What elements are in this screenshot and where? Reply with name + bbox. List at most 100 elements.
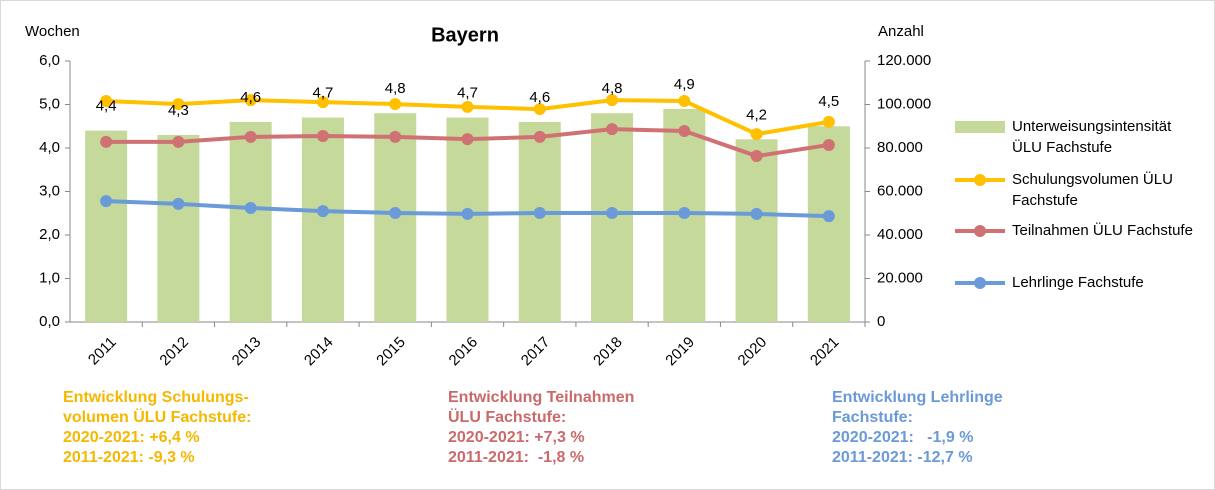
annotation: Entwicklung Lehrlinge — [832, 389, 1003, 406]
data-label: 4,5 — [818, 93, 839, 110]
marker — [533, 103, 546, 116]
marker — [461, 100, 474, 113]
data-label: 4,8 — [602, 80, 623, 97]
marker — [244, 130, 257, 143]
legend-label: Unterweisungsintensität ÜLU Fachstufe — [1012, 118, 1172, 156]
marker — [678, 95, 691, 108]
annotation: 2020-2021: -1,9 % — [832, 429, 974, 446]
x-tick-label: 2012 — [156, 334, 192, 370]
marker — [678, 125, 691, 138]
marker — [316, 96, 329, 109]
bar — [229, 121, 272, 323]
marker — [389, 130, 402, 143]
marker — [172, 135, 185, 148]
x-tick-label: 2018 — [590, 334, 626, 370]
y-axis-label: Wochen — [25, 23, 80, 40]
y2-axis-label: Anzahl — [878, 23, 924, 40]
marker — [100, 95, 113, 108]
y2-tick-label: 120.000 — [877, 52, 931, 69]
x-tick-label: 2017 — [518, 334, 554, 370]
data-label: 4,6 — [529, 89, 550, 106]
marker — [750, 207, 763, 220]
marker — [461, 133, 474, 146]
legend-label: Lehrlinge Fachstufe — [1012, 274, 1144, 291]
legend-label: Teilnahmen ÜLU Fachstufe — [1012, 222, 1193, 239]
marker — [172, 98, 185, 111]
marker — [822, 115, 835, 128]
bar — [85, 130, 128, 322]
y-tick-label: 1,0 — [39, 269, 60, 286]
y2-tick-label: 60.000 — [877, 182, 923, 199]
y-tick-label: 4,0 — [39, 139, 60, 156]
marker — [461, 207, 474, 220]
annotation: 2011-2021: -1,8 % — [448, 449, 585, 466]
legend-marker — [974, 225, 986, 237]
data-label: 4,7 — [457, 85, 478, 102]
marker — [533, 207, 546, 220]
annotation: ÜLU Fachstufe: — [448, 409, 567, 426]
marker — [750, 150, 763, 163]
marker — [606, 123, 619, 136]
bar — [301, 117, 344, 322]
y-tick-label: 5,0 — [39, 95, 60, 112]
x-tick-label: 2011 — [85, 334, 120, 369]
data-label: 4,7 — [313, 85, 334, 102]
x-tick-label: 2013 — [229, 334, 265, 370]
annotation: 2011-2021: -12,7 % — [832, 449, 973, 466]
annotation: Entwicklung Schulungs- — [63, 389, 249, 406]
marker — [389, 98, 402, 111]
bar — [807, 126, 850, 322]
annotation: 2020-2021: +6,4 % — [63, 429, 200, 446]
x-tick-label: 2015 — [373, 334, 409, 370]
y-tick-label: 6,0 — [39, 52, 60, 69]
marker — [316, 205, 329, 218]
marker — [244, 94, 257, 107]
marker — [100, 135, 113, 148]
data-label: 4,3 — [168, 102, 189, 119]
annotation: Fachstufe: — [832, 409, 913, 426]
marker — [100, 195, 113, 208]
marker — [606, 207, 619, 220]
y2-tick-label: 0 — [877, 313, 885, 330]
legend-marker — [974, 277, 986, 289]
y2-tick-label: 80.000 — [877, 139, 923, 156]
x-tick-label: 2021 — [807, 334, 843, 370]
annotation: volumen ÜLU Fachstufe: — [63, 409, 252, 426]
y-tick-label: 3,0 — [39, 182, 60, 199]
bar — [735, 139, 778, 322]
marker — [389, 207, 402, 220]
y2-tick-label: 40.000 — [877, 226, 923, 243]
annotation: Entwicklung Teilnahmen — [448, 389, 635, 406]
legend-label: Schulungsvolumen ÜLU Fachstufe — [1012, 171, 1173, 209]
marker — [533, 130, 546, 143]
y-tick-label: 2,0 — [39, 226, 60, 243]
marker — [606, 94, 619, 107]
marker — [822, 138, 835, 151]
x-tick-label: 2014 — [301, 334, 337, 370]
y2-tick-label: 20.000 — [877, 269, 923, 286]
data-label: 4,8 — [385, 80, 406, 97]
legend-marker — [974, 174, 986, 186]
marker — [678, 207, 691, 220]
legend-swatch — [955, 121, 1005, 133]
marker — [750, 128, 763, 141]
data-label: 4,2 — [746, 106, 767, 123]
bar — [157, 134, 200, 322]
data-label: 4,4 — [96, 98, 117, 115]
bar — [518, 121, 561, 323]
marker — [822, 210, 835, 223]
chart-title: Bayern — [431, 24, 499, 46]
marker — [172, 197, 185, 210]
annotation: 2011-2021: -9,3 % — [63, 449, 195, 466]
data-label: 4,6 — [240, 89, 261, 106]
marker — [244, 202, 257, 215]
y2-tick-label: 100.000 — [877, 95, 931, 112]
marker — [316, 130, 329, 143]
x-tick-label: 2016 — [446, 334, 482, 370]
annotation: 2020-2021: +7,3 % — [448, 429, 585, 446]
data-label: 4,9 — [674, 76, 695, 93]
y-tick-label: 0,0 — [39, 313, 60, 330]
x-tick-label: 2019 — [662, 334, 698, 370]
